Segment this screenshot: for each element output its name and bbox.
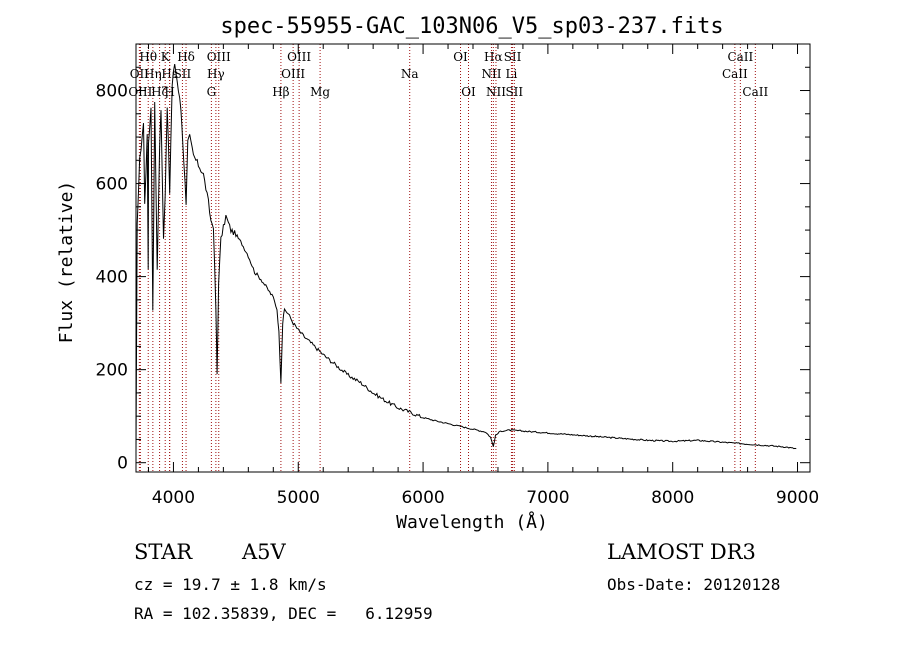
x-tick-label: 6000 [401,488,444,508]
obs-date-text: Obs-Date: 20120128 [607,575,781,594]
survey-name: LAMOST DR3 [607,540,756,564]
line-marker-label: OIII [287,50,311,64]
line-marker-label: Hθ [139,50,157,64]
line-marker-label: OIII [207,50,231,64]
line-marker-label: NII [481,67,501,81]
x-tick-label: 4000 [152,488,195,508]
line-marker-label: CaII [742,85,768,99]
line-marker-label: OI [461,85,476,99]
y-tick-label: 0 [117,454,128,474]
line-marker-label: OIII [281,67,305,81]
object-class: STAR [134,540,193,564]
y-axis-ticks: 0 200 400 600 800 [96,66,810,474]
line-marker-label: Hδ [177,50,195,64]
line-marker-label: CaII [722,67,748,81]
line-marker-label: SII [504,50,522,64]
line-marker-label: Hα [484,50,503,64]
x-tick-label: 5000 [277,488,320,508]
x-tick-label: 7000 [526,488,569,508]
line-marker-label: Hζ [151,85,168,99]
x-tick-label: 9000 [776,488,819,508]
line-marker-label: Li [506,67,518,81]
line-marker-label: H [164,85,174,99]
line-marker-label: SII [174,67,192,81]
line-marker-label: OII [130,67,150,81]
x-axis-label: Wavelength (Å) [396,511,548,533]
line-marker-label: Na [401,67,419,81]
y-tick-label: 200 [96,361,128,381]
y-axis-label: Flux (relative) [56,181,77,344]
line-marker-label: Hγ [207,67,225,81]
line-marker-label: G [207,85,217,99]
redshift-text: cz = 19.7 ± 1.8 km/s [134,575,327,594]
line-marker-label: Mg [310,85,330,99]
plot-frame [135,43,811,473]
line-marker-label: Hβ [272,85,289,99]
line-marker-label: OIII [128,85,152,99]
object-subclass: A5V [242,540,286,564]
x-axis-ticks: 4000 5000 6000 7000 8000 9000 [147,44,819,508]
line-marker-label: SII [505,85,523,99]
line-marker-label: Hη [144,67,162,81]
line-marker-label: NII [486,85,506,99]
coordinates-text: RA = 102.35839, DEC = 6.12959 [134,604,433,623]
spectrum-line [135,64,797,451]
line-marker-label: OI [453,50,468,64]
x-tick-label: 8000 [651,488,694,508]
line-marker-label: CaII [727,50,753,64]
y-tick-label: 800 [96,82,128,102]
chart-title: spec-55955-GAC_103N06_V5_sp03-237.fits [220,14,723,39]
y-tick-label: 600 [96,175,128,195]
y-tick-label: 400 [96,268,128,288]
line-marker-label: K [161,50,171,64]
